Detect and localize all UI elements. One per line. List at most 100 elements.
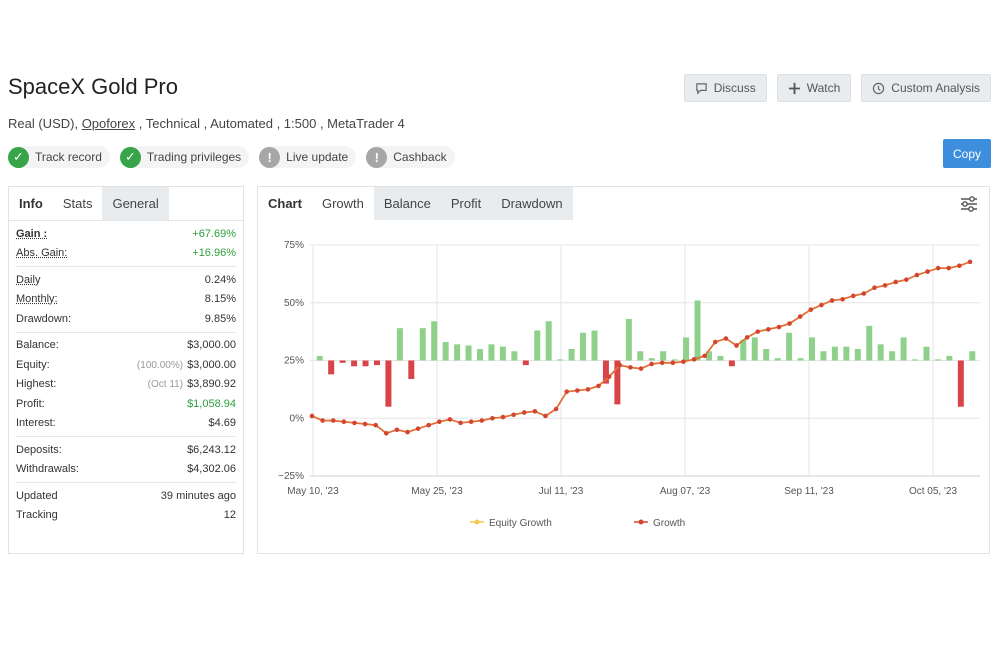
copy-button[interactable]: Copy <box>943 139 991 168</box>
stats-group-balance: Balance: $3,000.00 Equity: (100.00%) $3,000… <box>16 333 236 437</box>
bar-positive <box>797 358 804 361</box>
growth-point <box>606 374 612 379</box>
tab-profit[interactable]: Profit <box>440 187 492 220</box>
watch-button[interactable]: Watch <box>776 74 852 102</box>
sliders-icon[interactable] <box>959 194 979 214</box>
bar-positive <box>683 337 690 361</box>
top-actions: Discuss Watch Custom Analysis <box>683 74 991 102</box>
bar-positive <box>694 300 701 361</box>
stat-value: $1,058.94 <box>187 397 236 410</box>
badge-live-update: ! Live update <box>259 146 357 168</box>
stat-value: 12 <box>223 509 236 522</box>
stat-value: +16.96% <box>192 247 236 260</box>
bar-positive <box>534 330 541 361</box>
x-tick-label: Oct 05, '23 <box>909 486 957 497</box>
bar-negative <box>614 360 621 405</box>
y-tick-label: 50% <box>284 298 304 309</box>
legend-growth-label: Growth <box>653 518 685 529</box>
bar-positive <box>820 351 827 361</box>
growth-point <box>521 410 527 415</box>
growth-point <box>734 343 739 348</box>
growth-point <box>904 277 909 282</box>
y-tick-label: −25% <box>278 471 304 482</box>
growth-point <box>957 263 962 269</box>
badge-label: Trading privileges <box>146 150 242 164</box>
growth-point <box>383 430 389 436</box>
bar-negative <box>408 360 415 379</box>
chart-panel: Chart Growth Balance Profit Drawdown 75%… <box>257 186 990 554</box>
growth-point <box>797 314 803 319</box>
bar-positive <box>843 346 850 361</box>
stat-value: $4.69 <box>208 417 236 430</box>
growth-point <box>553 406 559 412</box>
y-tick-label: 25% <box>284 356 304 367</box>
growth-chart: 75% 50% 25% 0% −25% May 10, '23 May 25, '23 Jul… <box>278 240 980 529</box>
stat-label[interactable]: Gain : <box>16 227 48 240</box>
stat-label: Deposits: <box>16 443 62 456</box>
growth-point <box>638 366 644 371</box>
bar-positive <box>889 351 896 361</box>
broker-link[interactable]: Opoforex <box>81 116 136 131</box>
bar-positive <box>969 351 976 361</box>
stat-withdrawals: Withdrawals: $4,302.06 <box>16 460 236 480</box>
stat-label: Withdrawals: <box>16 463 79 476</box>
tab-drawdown[interactable]: Drawdown <box>491 187 573 220</box>
growth-point <box>935 265 941 271</box>
growth-point <box>500 414 506 420</box>
bar-positive <box>751 337 758 361</box>
y-tick-label: 0% <box>290 413 305 424</box>
growth-point <box>320 418 325 423</box>
tab-info[interactable]: Info <box>19 196 43 211</box>
stats-tabs: Info Stats General <box>9 187 243 221</box>
growth-point <box>946 265 952 271</box>
chart-tabs: Chart Growth Balance Profit Drawdown <box>258 187 989 220</box>
growth-point <box>893 279 899 285</box>
tab-stats[interactable]: Stats <box>52 187 103 220</box>
tab-chart[interactable]: Chart <box>268 196 302 211</box>
tab-balance[interactable]: Balance <box>373 187 441 220</box>
stat-highest: Highest: (Oct 11) $3,890.92 <box>16 375 236 395</box>
legend-equity-marker <box>474 519 480 525</box>
stat-label[interactable]: Monthly: <box>16 293 58 306</box>
stat-tracking: Tracking 12 <box>16 506 236 526</box>
growth-point <box>415 426 421 431</box>
stat-label: Highest: <box>16 378 57 391</box>
stat-value: 39 minutes ago <box>160 489 236 502</box>
growth-point <box>681 359 686 364</box>
bar-positive <box>465 345 472 361</box>
growth-point <box>840 296 845 302</box>
tab-general[interactable]: General <box>102 187 169 220</box>
equity-percent: (100.00%) <box>136 359 184 371</box>
bar-positive <box>316 355 323 361</box>
bar-positive <box>912 359 919 361</box>
growth-point <box>352 420 357 426</box>
bar-negative <box>602 360 609 384</box>
stat-label: Interest: <box>16 417 56 430</box>
growth-point <box>479 418 485 423</box>
bar-positive <box>877 344 884 361</box>
stat-label[interactable]: Abs. Gain: <box>16 247 68 260</box>
bar-positive <box>786 332 793 361</box>
bar-positive <box>580 332 587 361</box>
bar-negative <box>385 360 392 407</box>
growth-point <box>808 307 814 312</box>
stat-label[interactable]: Daily <box>16 273 41 286</box>
bar-positive <box>946 355 953 361</box>
discuss-button[interactable]: Discuss <box>683 74 767 102</box>
growth-point <box>755 329 761 334</box>
bar-positive <box>660 351 667 361</box>
growth-point <box>617 362 623 368</box>
stat-balance: Balance: $3,000.00 <box>16 336 236 356</box>
stat-value: +67.69% <box>192 227 236 240</box>
status-badges: ✓ Track record ✓ Trading privileges ! Li… <box>8 146 455 168</box>
x-tick-label: May 25, '23 <box>411 486 463 497</box>
tab-growth[interactable]: Growth <box>311 187 374 220</box>
watch-label: Watch <box>806 81 841 95</box>
stat-daily: Daily 0.24% <box>16 270 236 290</box>
stat-profit: Profit: $1,058.94 <box>16 394 236 414</box>
legend-growth-marker <box>638 519 644 525</box>
custom-analysis-button[interactable]: Custom Analysis <box>861 74 991 102</box>
bar-positive <box>809 337 815 361</box>
badge-label: Track record <box>35 150 102 164</box>
bar-negative <box>957 360 964 407</box>
